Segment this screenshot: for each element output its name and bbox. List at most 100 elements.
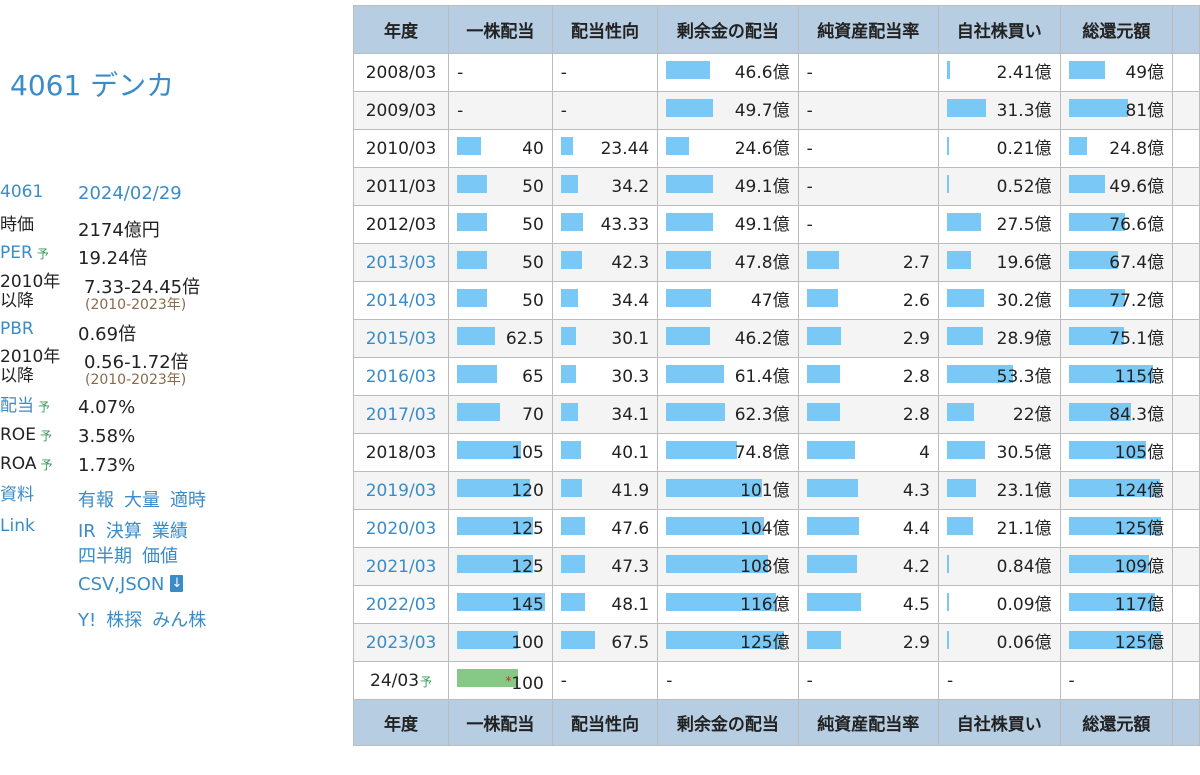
value-bar (946, 213, 981, 231)
cell-value: - (560, 671, 567, 691)
cell-dps: 50 (448, 243, 553, 282)
cell-year[interactable]: 2017/03 (352, 395, 450, 434)
cell-value: 40 (522, 139, 544, 159)
value-bar (666, 403, 726, 421)
link-gyoseki[interactable]: 業績 (151, 521, 188, 542)
page-title: 4061 デンカ (10, 69, 175, 102)
value-bar (457, 479, 530, 497)
value-bar (666, 137, 690, 155)
cell-year[interactable]: 2022/03 (352, 585, 450, 624)
value-bar (666, 517, 765, 535)
value-bar (560, 517, 585, 535)
cell-value: 67.5 (611, 633, 650, 653)
date-link[interactable]: 2024/02/29 (78, 183, 182, 204)
cell-surplus: 46.6億 (657, 53, 799, 92)
table-row: 2013/03 50 42.3 47.8億 2.7 19.6億 67.4億 (352, 243, 1200, 282)
cell-value: 0.21億 (996, 139, 1052, 159)
link-kabutan[interactable]: 株探 (106, 610, 143, 631)
cell-year[interactable]: 2021/03 (352, 547, 450, 586)
pbr-label[interactable]: PBR (0, 319, 34, 339)
link-kachi[interactable]: 価値 (142, 546, 178, 567)
csv-json-link[interactable]: CSV,JSON (78, 574, 184, 595)
footer-doe[interactable]: 純資産配当率 (797, 699, 939, 746)
header-surplus[interactable]: 剰余金の配当 (657, 5, 799, 54)
footer-dps[interactable]: 一株配当 (448, 699, 553, 746)
code-link[interactable]: 4061 (0, 182, 44, 202)
cell-value: 0.06億 (996, 633, 1052, 653)
div-label[interactable]: 配当予 (0, 396, 51, 416)
header-total[interactable]: 総還元額 (1059, 5, 1174, 54)
cell-year[interactable]: 2015/03 (352, 319, 450, 358)
download-icon[interactable] (170, 575, 184, 592)
cell-year[interactable]: 2013/03 (352, 243, 450, 282)
value-bar (560, 289, 579, 307)
cell-dps: 145 (448, 585, 553, 624)
table-row: 2011/03 50 34.2 49.1億 - 0.52億 49.6億 (352, 167, 1200, 206)
cell-buyback: 30.2億 (937, 281, 1061, 320)
cell-value: 125億 (740, 633, 790, 653)
footer-surplus[interactable]: 剰余金の配当 (657, 699, 799, 746)
link-yahoo[interactable]: Y! (78, 610, 97, 631)
link-ir[interactable]: IR (78, 521, 96, 542)
header-doe[interactable]: 純資産配当率 (797, 5, 939, 54)
cell-year: 2011/03 (352, 167, 450, 206)
value-bar (806, 479, 859, 497)
footer-payout[interactable]: 配当性向 (551, 699, 659, 746)
cell-year[interactable]: 2020/03 (352, 509, 450, 548)
cell-year[interactable]: 2016/03 (352, 357, 450, 396)
doc-link-yuho[interactable]: 有報 (78, 490, 114, 511)
value-bar (946, 327, 983, 345)
cell-value: - (560, 101, 567, 121)
cell-surplus: - (657, 661, 799, 700)
value-bar (457, 593, 546, 611)
cell-value: 24.8億 (1109, 139, 1165, 159)
header-payout[interactable]: 配当性向 (551, 5, 659, 54)
cell-value: 46.2億 (734, 329, 790, 349)
footer-total[interactable]: 総還元額 (1059, 699, 1174, 746)
header-dps[interactable]: 一株配当 (448, 5, 553, 54)
value-bar (457, 327, 495, 345)
doc-link-tairyo[interactable]: 大量 (124, 490, 160, 511)
roa-value: 1.73% (78, 455, 136, 476)
cell-year[interactable]: 2019/03 (352, 471, 450, 510)
cell-extra (1172, 91, 1200, 130)
footer-buyback[interactable]: 自社株買い (937, 699, 1061, 746)
value-bar (806, 403, 841, 421)
div-value: 4.07% (78, 397, 136, 418)
link-kessan[interactable]: 決算 (105, 521, 142, 542)
quarter-links: 四半期 価値 (78, 542, 188, 568)
cell-dps: 40 (448, 129, 553, 168)
link-shihanki[interactable]: 四半期 (78, 546, 132, 567)
value-bar (806, 555, 857, 573)
cell-year[interactable]: 2014/03 (352, 281, 450, 320)
cell-total: 109億 (1059, 547, 1174, 586)
estimate-mark: 予 (420, 674, 433, 689)
doc-link-tekiji[interactable]: 適時 (170, 490, 206, 511)
link-minkabu[interactable]: みん株 (152, 610, 207, 631)
value-bar (806, 289, 838, 307)
value-bar (806, 631, 842, 649)
cell-value: 46.6億 (734, 63, 790, 83)
cell-value: 70 (522, 405, 544, 425)
footer-extra (1172, 699, 1200, 746)
per-label[interactable]: PER 予 (0, 243, 49, 263)
cell-value: 50 (522, 291, 544, 311)
cell-surplus: 24.6億 (657, 129, 799, 168)
value-bar (946, 137, 949, 155)
cell-buyback: 27.5億 (937, 205, 1061, 244)
cell-value: 62.5 (505, 329, 544, 349)
table-row: 2016/03 65 30.3 61.4億 2.8 53.3億 115億 (352, 357, 1200, 396)
cell-total: 125億 (1059, 509, 1174, 548)
cell-payout: 40.1 (551, 433, 659, 472)
cell-payout: 23.44 (551, 129, 659, 168)
cell-value: 76.6億 (1109, 215, 1165, 235)
cell-doe: 2.7 (797, 243, 939, 282)
cell-year[interactable]: 2023/03 (352, 623, 450, 662)
cell-doe: 4 (797, 433, 939, 472)
table-row: 2017/03 70 34.1 62.3億 2.8 22億 84.3億 (352, 395, 1200, 434)
value-bar (1068, 137, 1087, 155)
header-buyback[interactable]: 自社株買い (937, 5, 1061, 54)
value-bar (560, 479, 582, 497)
value-bar (666, 61, 711, 79)
cell-value: 2.8 (902, 367, 930, 387)
